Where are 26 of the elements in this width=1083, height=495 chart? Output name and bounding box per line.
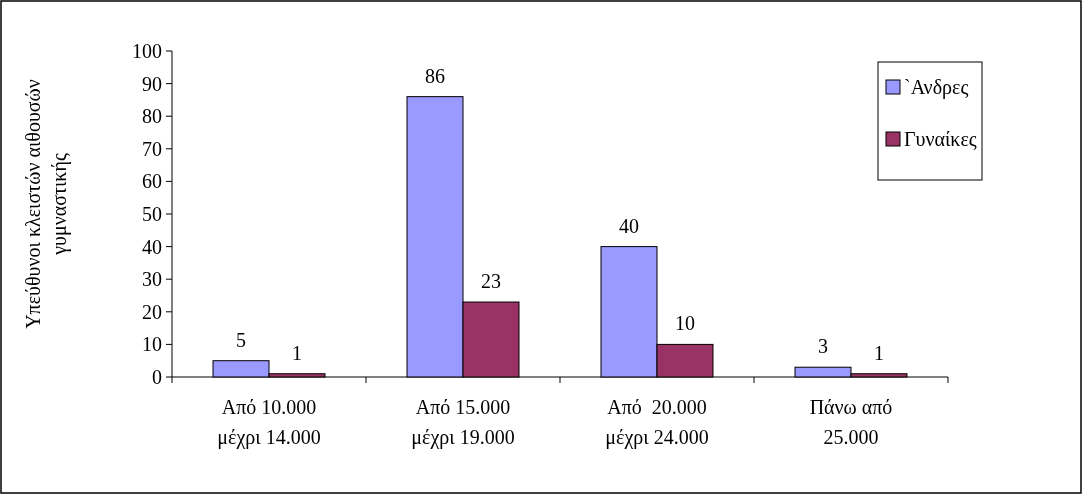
- x-tick-label: Από 20.000 μέχρι 24.000: [605, 396, 709, 449]
- data-label: 23: [481, 270, 501, 293]
- legend-label: `Ανδρες: [904, 76, 969, 99]
- y-axis-title: Υπεύθυνοι κλειστών αιθουσών γυμναστικής: [22, 79, 71, 329]
- x-tick-label: Από 10.000 μέχρι 14.000: [217, 396, 321, 449]
- data-label: 86: [425, 64, 445, 87]
- data-label: 40: [619, 214, 639, 237]
- data-label: 5: [236, 328, 246, 351]
- y-tick-label: 30: [142, 268, 162, 291]
- y-tick-label: 40: [142, 235, 162, 258]
- y-tick-label: 100: [132, 40, 162, 62]
- y-tick-label: 10: [142, 333, 162, 356]
- data-label: 1: [874, 341, 884, 364]
- y-tick-label: 20: [142, 300, 162, 323]
- data-label: 10: [675, 312, 695, 335]
- data-label: 1: [292, 341, 302, 364]
- y-tick-label: 60: [142, 170, 162, 193]
- y-tick-label: 0: [152, 366, 162, 388]
- y-tick-label: 70: [142, 137, 162, 160]
- y-tick-label: 80: [142, 105, 162, 128]
- y-tick-label: 90: [142, 72, 162, 95]
- legend-label: Γυναίκες: [904, 128, 977, 150]
- y-tick-label: 50: [142, 203, 162, 225]
- x-tick-label: Πάνω από 25.000: [809, 396, 893, 448]
- data-label: 3: [818, 335, 828, 358]
- x-tick-label: Από 15.000 μέχρι 19.000: [411, 396, 515, 449]
